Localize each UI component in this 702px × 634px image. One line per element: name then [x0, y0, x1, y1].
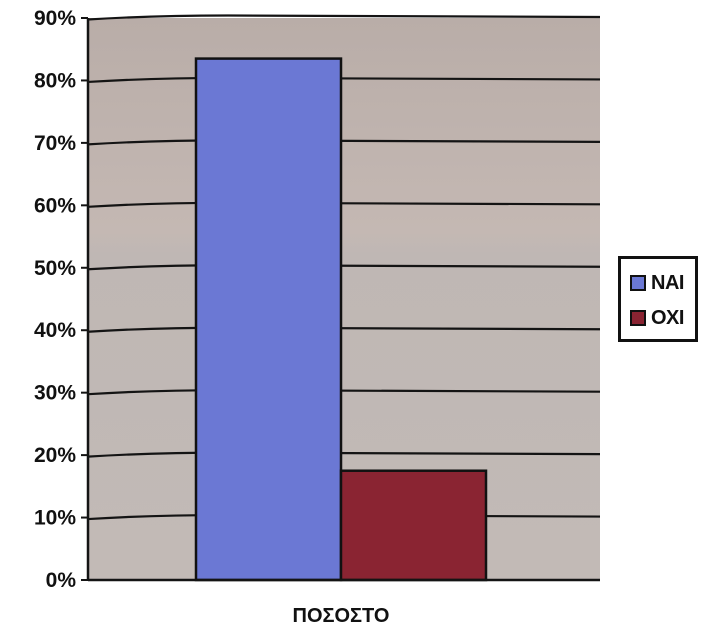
- y-tick-label: 20%: [34, 444, 76, 467]
- y-tick-label: 50%: [34, 257, 76, 280]
- legend-label-oxi: ΟΧΙ: [651, 306, 684, 329]
- bar-oxi: [339, 469, 488, 582]
- x-category-labels: ΠΟΣΟΣΤΟ: [293, 605, 390, 627]
- y-tick-label: 70%: [34, 132, 76, 155]
- legend: ΝΑΙ ΟΧΙ: [618, 256, 698, 342]
- y-tick-label: 90%: [34, 7, 76, 30]
- y-tick-label: 0%: [46, 569, 77, 592]
- gridline: [87, 14, 601, 21]
- y-tick-label: 80%: [34, 69, 76, 92]
- bar-nai: [194, 57, 343, 582]
- y-tick-label: 30%: [34, 382, 76, 405]
- y-tick-labels: 0% 10% 20% 30% 40% 50% 60% 70% 80% 90%: [34, 7, 88, 592]
- y-tick-label: 60%: [34, 194, 76, 217]
- axes: [86, 18, 600, 582]
- legend-label-nai: ΝΑΙ: [651, 271, 684, 294]
- legend-item-nai: ΝΑΙ: [630, 272, 684, 294]
- legend-swatch-nai: [630, 275, 646, 291]
- legend-item-oxi: ΟΧΙ: [630, 307, 684, 329]
- x-category-label: ΠΟΣΟΣΤΟ: [293, 605, 390, 627]
- y-tick-label: 40%: [34, 319, 76, 342]
- legend-swatch-oxi: [630, 310, 646, 326]
- y-tick-label: 10%: [34, 507, 76, 530]
- bars: [194, 57, 488, 582]
